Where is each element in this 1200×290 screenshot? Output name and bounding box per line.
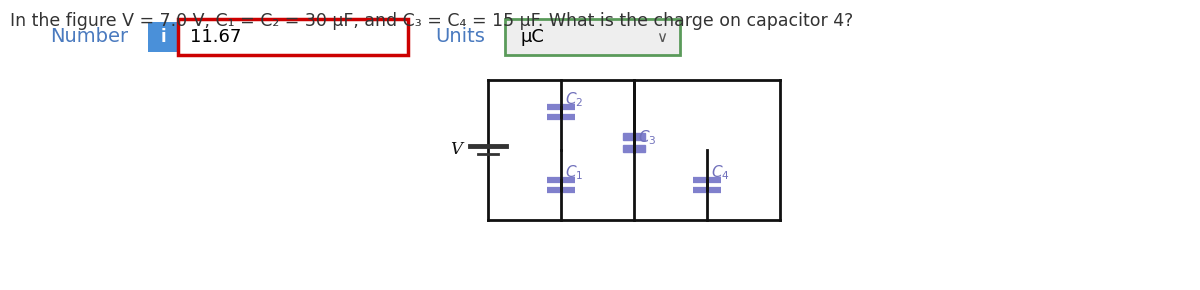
Text: Number: Number <box>50 28 128 46</box>
Text: $C_3$: $C_3$ <box>638 128 656 147</box>
Bar <box>148 22 178 52</box>
Text: $C_2$: $C_2$ <box>565 90 583 109</box>
Text: ∨: ∨ <box>656 30 667 44</box>
Text: Units: Units <box>436 28 485 46</box>
Text: μC: μC <box>520 28 544 46</box>
Bar <box>178 19 408 55</box>
Bar <box>623 144 646 151</box>
Text: $C_1$: $C_1$ <box>565 163 583 182</box>
Text: V: V <box>450 142 462 159</box>
Text: $C_4$: $C_4$ <box>710 163 730 182</box>
Text: i: i <box>160 28 166 46</box>
Text: In the figure V = 7.0 V, C₁ = C₂ = 30 μF, and C₃ = C₄ = 15 μF. What is the charg: In the figure V = 7.0 V, C₁ = C₂ = 30 μF… <box>10 12 853 30</box>
Bar <box>623 133 646 139</box>
Bar <box>505 19 680 55</box>
Text: 11.67: 11.67 <box>190 28 241 46</box>
